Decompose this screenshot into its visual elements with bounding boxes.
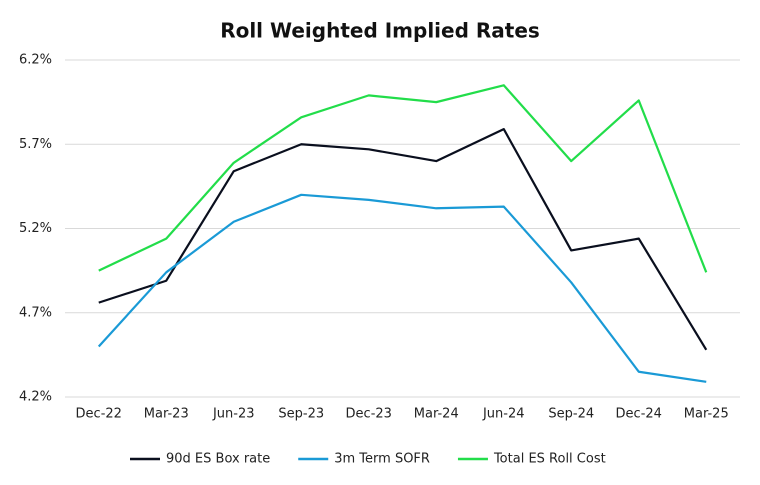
y-tick-label: 5.7% (19, 137, 52, 152)
x-tick-label: Dec-23 (346, 407, 392, 422)
x-tick-label: Mar-25 (684, 407, 729, 422)
x-tick-label: Dec-22 (76, 407, 122, 422)
chart-title: Roll Weighted Implied Rates (220, 19, 540, 43)
legend-label: Total ES Roll Cost (493, 452, 606, 467)
x-tick-label: Mar-24 (414, 407, 459, 422)
series-line (98, 84, 708, 273)
series-line (98, 127, 708, 351)
y-tick-label: 4.7% (19, 305, 52, 320)
x-tick-label: Dec-24 (616, 407, 662, 422)
x-tick-label: Jun-23 (212, 407, 255, 422)
legend-label: 90d ES Box rate (166, 452, 270, 467)
y-tick-label: 5.2% (19, 221, 52, 236)
y-tick-label: 4.2% (19, 390, 52, 405)
legend-label: 3m Term SOFR (334, 452, 430, 467)
x-tick-label: Sep-23 (278, 407, 324, 422)
y-tick-label: 6.2% (19, 53, 52, 68)
x-tick-label: Sep-24 (548, 407, 594, 422)
series-line (97, 193, 707, 383)
x-tick-label: Jun-24 (482, 407, 525, 422)
x-tick-label: Mar-23 (144, 407, 189, 422)
